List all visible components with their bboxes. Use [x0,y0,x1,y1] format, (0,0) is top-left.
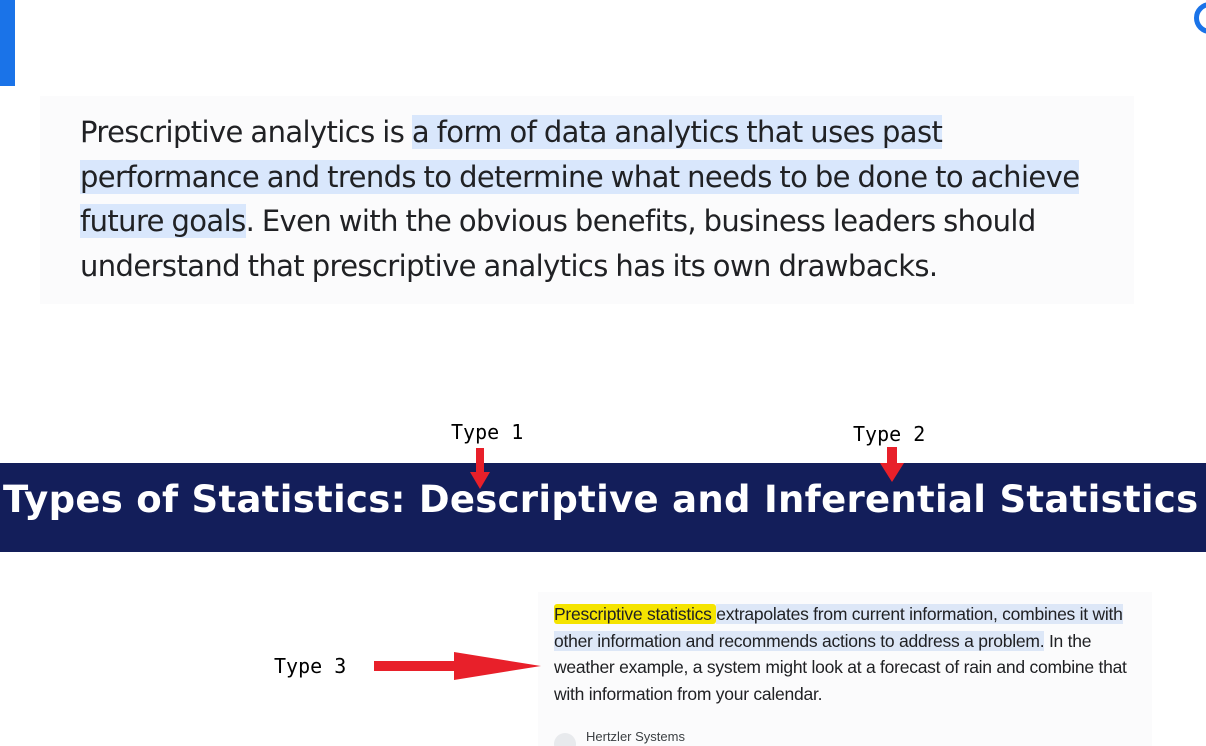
snippet-highlight: a form of data analytics that uses past [411,115,943,149]
type-3-arrow-icon [374,652,541,680]
google-account-icon[interactable] [1194,2,1206,34]
type-1-label: Type 1 [451,420,524,444]
source-name: Hertzler Systems [586,729,685,744]
types-of-statistics-banner [0,463,1206,552]
result-source[interactable]: Hertzler Systems [554,727,685,746]
featured-snippet-text: Prescriptive analytics is a form of data… [80,110,1140,288]
type-1-arrow-icon [470,448,490,489]
result-rest-text: In the weather example, a system might l… [554,630,1127,704]
type-2-label: Type 2 [853,422,926,446]
snippet-lead: Prescriptive analytics is [80,115,412,149]
type-3-label: Type 3 [274,654,347,678]
type-2-arrow-icon [880,447,904,482]
yellow-marker-highlight: Prescriptive statistics [554,604,717,624]
blue-accent-strip [0,0,15,86]
snippet-highlight: performance and trends to determine what… [80,159,1080,194]
banner-title: Types of Statistics: Descriptive and Inf… [3,478,1199,521]
search-result-snippet: Prescriptive statistics extrapolates fro… [554,601,1154,707]
source-favicon-icon [554,732,576,746]
snippet-highlight: future goals [80,204,246,238]
snippet-rest: . Even with the obvious benefits, busine… [80,204,1036,283]
